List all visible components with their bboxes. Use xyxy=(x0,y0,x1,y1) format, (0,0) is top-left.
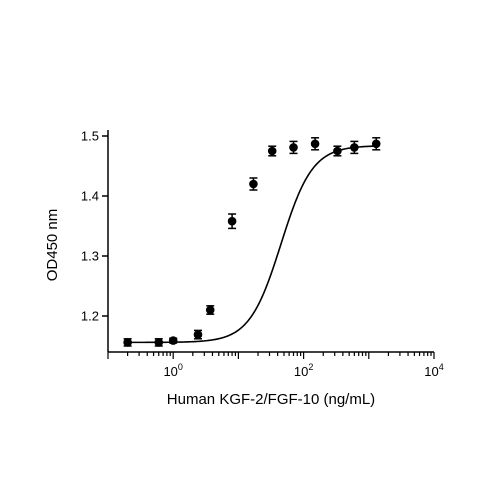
data-point xyxy=(333,145,342,157)
y-tick-label: 1.5 xyxy=(81,129,99,144)
data-point-marker xyxy=(267,146,277,156)
data-point-marker xyxy=(154,338,164,347)
data-point xyxy=(123,338,132,347)
data-point xyxy=(193,329,203,340)
x-tick-label: 100 xyxy=(163,362,182,379)
data-point-marker xyxy=(371,139,381,149)
y-ticks: 1.2 1.3 1.4 1.5 xyxy=(81,129,108,324)
y-tick-label: 1.2 xyxy=(81,309,99,324)
y-axis-title: OD450 nm xyxy=(44,209,61,282)
data-point-marker xyxy=(168,336,178,345)
x-axis-title: Human KGF-2/FGF-10 (ng/mL) xyxy=(167,391,375,408)
data-point-marker xyxy=(310,139,320,149)
data-point xyxy=(154,338,164,347)
data-point xyxy=(168,336,178,345)
data-point-marker xyxy=(227,216,237,226)
data-point-marker xyxy=(350,143,359,152)
x-tick-label: 104 xyxy=(424,362,443,379)
axes xyxy=(107,130,434,353)
x-tick-label: 102 xyxy=(294,362,313,379)
data-point xyxy=(289,140,298,155)
data-point xyxy=(310,137,320,151)
fit-curve xyxy=(127,145,377,344)
data-point xyxy=(350,140,359,155)
data-point-marker xyxy=(289,143,298,152)
data-point-marker xyxy=(333,146,342,156)
data-point xyxy=(371,137,381,151)
data-point-marker xyxy=(123,338,132,347)
data-point xyxy=(227,213,237,230)
data-point-marker xyxy=(249,179,258,189)
data-point-marker xyxy=(193,330,203,339)
data-point-marker xyxy=(205,305,215,315)
y-tick-label: 1.3 xyxy=(81,249,99,264)
data-points xyxy=(123,137,381,347)
data-point xyxy=(205,305,215,315)
x-ticks: 100 102 104 xyxy=(107,352,444,379)
data-point xyxy=(249,177,258,191)
y-tick-label: 1.4 xyxy=(81,189,99,204)
data-point xyxy=(267,145,277,157)
